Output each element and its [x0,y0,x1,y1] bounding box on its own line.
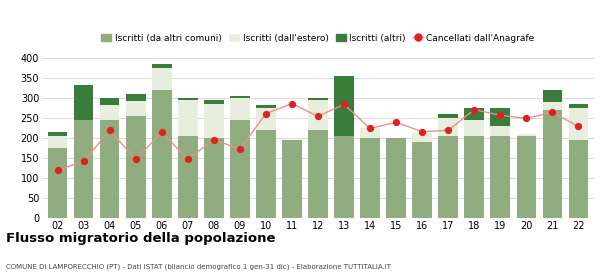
Point [105,128,115,133]
Point [313,114,323,119]
Bar [412,142,432,218]
Point [443,128,453,133]
Bar [361,138,380,218]
Bar [361,128,380,138]
Bar [334,136,354,218]
Text: COMUNE DI LAMPORECCHIO (PT) - Dati ISTAT (bilancio demografico 1 gen-31 dic) - E: COMUNE DI LAMPORECCHIO (PT) - Dati ISTAT… [6,263,391,270]
Bar [491,126,510,136]
Bar [464,136,484,218]
Point [79,159,88,164]
Bar [569,140,588,218]
Point [235,147,245,151]
Point [209,137,218,142]
Bar [126,101,146,116]
Bar [491,136,510,218]
Point [469,107,479,112]
Bar [230,98,250,120]
Bar [439,118,458,136]
Point [287,101,297,106]
Bar [74,85,94,120]
Bar [308,98,328,101]
Bar [178,101,197,136]
Bar [464,108,484,120]
Point [339,102,349,107]
Bar [517,134,536,136]
Point [53,168,62,173]
Bar [439,136,458,218]
Bar [282,140,302,218]
Bar [439,115,458,118]
Bar [517,136,536,218]
Bar [256,108,275,130]
Bar [230,96,250,98]
Bar [178,98,197,101]
Point [521,116,531,121]
Bar [152,68,172,90]
Bar [152,64,172,68]
Bar [569,108,588,140]
Bar [74,120,94,218]
Bar [48,132,67,136]
Point [574,124,583,129]
Bar [126,94,146,101]
Bar [48,136,67,148]
Point [548,110,557,115]
Bar [178,136,197,218]
Bar [569,104,588,108]
Bar [100,120,119,218]
Bar [464,120,484,136]
Legend: Iscritti (da altri comuni), Iscritti (dall'estero), Iscritti (altri), Cancellati: Iscritti (da altri comuni), Iscritti (da… [101,34,535,43]
Bar [491,108,510,126]
Bar [230,120,250,218]
Bar [204,101,224,104]
Point [157,130,167,135]
Bar [542,110,562,218]
Point [391,120,401,125]
Bar [542,90,562,102]
Bar [542,102,562,110]
Point [365,126,375,131]
Bar [204,138,224,218]
Bar [100,98,119,105]
Point [261,111,271,116]
Text: Flusso migratorio della popolazione: Flusso migratorio della popolazione [6,232,275,245]
Bar [126,116,146,218]
Bar [152,90,172,218]
Bar [256,105,275,108]
Bar [204,104,224,138]
Bar [256,130,275,218]
Bar [100,105,119,120]
Bar [48,148,67,218]
Point [496,113,505,117]
Bar [412,133,432,142]
Bar [334,76,354,136]
Bar [386,137,406,218]
Point [418,129,427,134]
Point [131,157,140,162]
Bar [308,130,328,218]
Point [183,157,193,162]
Bar [308,101,328,130]
